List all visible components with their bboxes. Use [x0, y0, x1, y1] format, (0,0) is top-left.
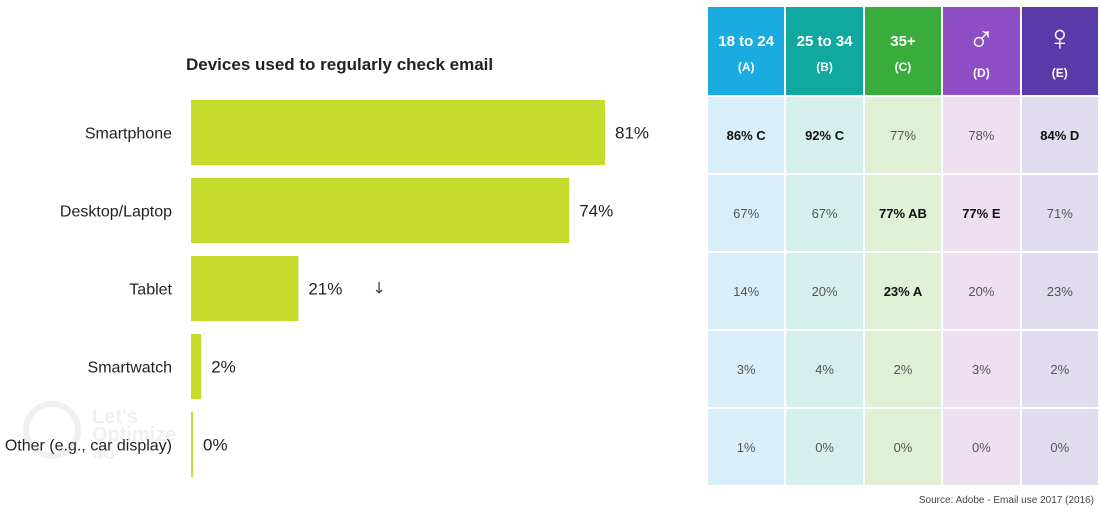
- column-header-label: 35+: [890, 32, 916, 50]
- column-header-code: (C): [894, 59, 912, 74]
- data-label: 74%: [579, 202, 613, 221]
- bar-tablet: [191, 256, 299, 321]
- table-row: 14% 20% 23% A 20% 23%: [708, 253, 1098, 329]
- category-label: Desktop/Laptop: [60, 204, 172, 221]
- table-cell: 2%: [1021, 331, 1098, 407]
- table-cell: 1%: [708, 409, 785, 485]
- column-header-d: ♂ (D): [943, 7, 1020, 95]
- table-cell: 2%: [864, 331, 942, 407]
- table-cell: 3%: [708, 331, 785, 407]
- column-header-code: (A): [737, 59, 755, 74]
- category-label: Smartwatch: [88, 360, 172, 377]
- bar-other-e-g-car-display: [191, 412, 193, 477]
- chart-title: Devices used to regularly check email: [186, 55, 493, 74]
- bar-chart: Devices used to regularly check email Sm…: [5, 55, 649, 477]
- male-icon: ♂: [967, 17, 995, 58]
- table-cell: 77%: [864, 97, 942, 173]
- column-header-label: 18 to 24: [718, 32, 775, 50]
- category-label: Smartphone: [85, 126, 172, 143]
- column-header-c: 35+ (C): [864, 7, 942, 95]
- table-cell: 20%: [943, 253, 1020, 329]
- column-header-e: ♀ (E): [1021, 7, 1098, 95]
- column-header-code: (E): [1051, 66, 1068, 80]
- column-header-code: (D): [973, 66, 990, 80]
- bar-smartphone: [191, 100, 605, 165]
- bar-smartwatch: [191, 334, 202, 399]
- table-row: 67% 67% 77% AB 77% E 71%: [708, 175, 1098, 251]
- female-icon: ♀: [1046, 17, 1074, 58]
- source-note: Source: Adobe - Email use 2017 (2016): [918, 495, 1094, 506]
- table-cell: 23% A: [864, 253, 942, 329]
- table-row: 1% 0% 0% 0% 0%: [708, 409, 1098, 485]
- table-cell: 0%: [786, 409, 863, 485]
- column-header-a: 18 to 24 (A): [708, 7, 785, 95]
- data-label: 0%: [203, 436, 228, 455]
- table-cell: 67%: [708, 175, 785, 251]
- table-cell: 78%: [943, 97, 1020, 173]
- table-header-row: 18 to 24 (A) 25 to 34 (B) 35+ (C) ♂ (D) ♀ (E): [708, 7, 1098, 95]
- table-cell: 0%: [864, 409, 942, 485]
- table-cell: 77% AB: [864, 175, 942, 251]
- table-cell: 77% E: [943, 175, 1020, 251]
- data-label: 2%: [211, 358, 236, 377]
- table-row: 3% 4% 2% 3% 2%: [708, 331, 1098, 407]
- down-arrow-icon: ↓: [372, 279, 385, 298]
- table-cell: 3%: [943, 331, 1020, 407]
- table-cell: 71%: [1021, 175, 1098, 251]
- table-cell: 67%: [786, 175, 863, 251]
- bar-desktop-laptop: [191, 178, 570, 243]
- demographics-table: 18 to 24 (A) 25 to 34 (B) 35+ (C) ♂ (D) ♀ (E) 86%…: [706, 5, 1100, 487]
- table-cell: 92% C: [786, 97, 863, 173]
- table-cell: 86% C: [708, 97, 785, 173]
- column-header-b: 25 to 34 (B): [786, 7, 863, 95]
- watermark-logo: Let's Optimize .io: [22, 400, 192, 490]
- watermark-text: Let's Optimize .io: [92, 406, 177, 464]
- column-header-code: (B): [816, 59, 833, 74]
- category-label: Tablet: [129, 282, 172, 299]
- table-cell: 20%: [786, 253, 863, 329]
- table-cell: 0%: [943, 409, 1020, 485]
- table-cell: 4%: [786, 331, 863, 407]
- table-cell: 0%: [1021, 409, 1098, 485]
- column-header-label: 25 to 34: [796, 32, 853, 50]
- data-label: 21%: [308, 280, 342, 299]
- table-cell: 23%: [1021, 253, 1098, 329]
- table-cell: 84% D: [1021, 97, 1098, 173]
- category-label: Other (e.g., car display): [5, 438, 172, 455]
- data-label: 81%: [615, 124, 649, 143]
- table-cell: 14%: [708, 253, 785, 329]
- table-row: 86% C 92% C 77% 78% 84% D: [708, 97, 1098, 173]
